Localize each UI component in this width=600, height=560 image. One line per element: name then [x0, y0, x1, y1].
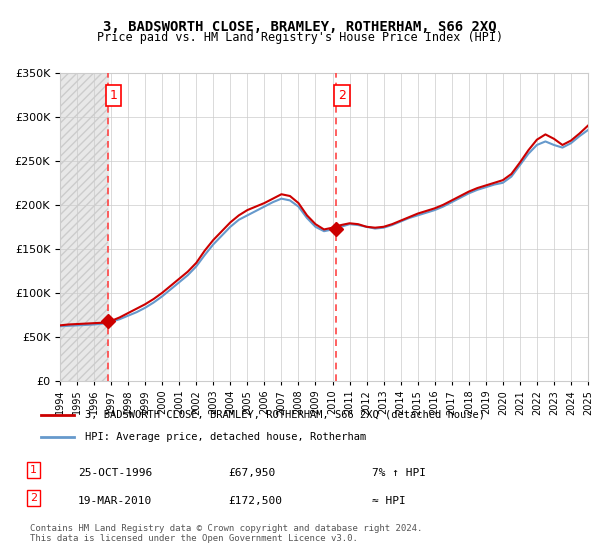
Text: 1: 1: [30, 465, 37, 475]
Text: £67,950: £67,950: [228, 468, 275, 478]
Text: ≈ HPI: ≈ HPI: [372, 496, 406, 506]
Text: 2: 2: [30, 493, 37, 503]
Text: HPI: Average price, detached house, Rotherham: HPI: Average price, detached house, Roth…: [85, 432, 367, 442]
Text: 2: 2: [338, 89, 346, 102]
Text: 7% ↑ HPI: 7% ↑ HPI: [372, 468, 426, 478]
Text: 1: 1: [110, 89, 118, 102]
Bar: [60, 73, 108, 381]
Text: Price paid vs. HM Land Registry's House Price Index (HPI): Price paid vs. HM Land Registry's House …: [97, 31, 503, 44]
Text: Contains HM Land Registry data © Crown copyright and database right 2024.
This d: Contains HM Land Registry data © Crown c…: [30, 524, 422, 543]
Text: 19-MAR-2010: 19-MAR-2010: [78, 496, 152, 506]
Text: 3, BADSWORTH CLOSE, BRAMLEY, ROTHERHAM, S66 2XQ (detached house): 3, BADSWORTH CLOSE, BRAMLEY, ROTHERHAM, …: [85, 409, 485, 419]
Text: £172,500: £172,500: [228, 496, 282, 506]
Text: 25-OCT-1996: 25-OCT-1996: [78, 468, 152, 478]
Text: 3, BADSWORTH CLOSE, BRAMLEY, ROTHERHAM, S66 2XQ: 3, BADSWORTH CLOSE, BRAMLEY, ROTHERHAM, …: [103, 20, 497, 34]
Bar: [60, 73, 108, 381]
